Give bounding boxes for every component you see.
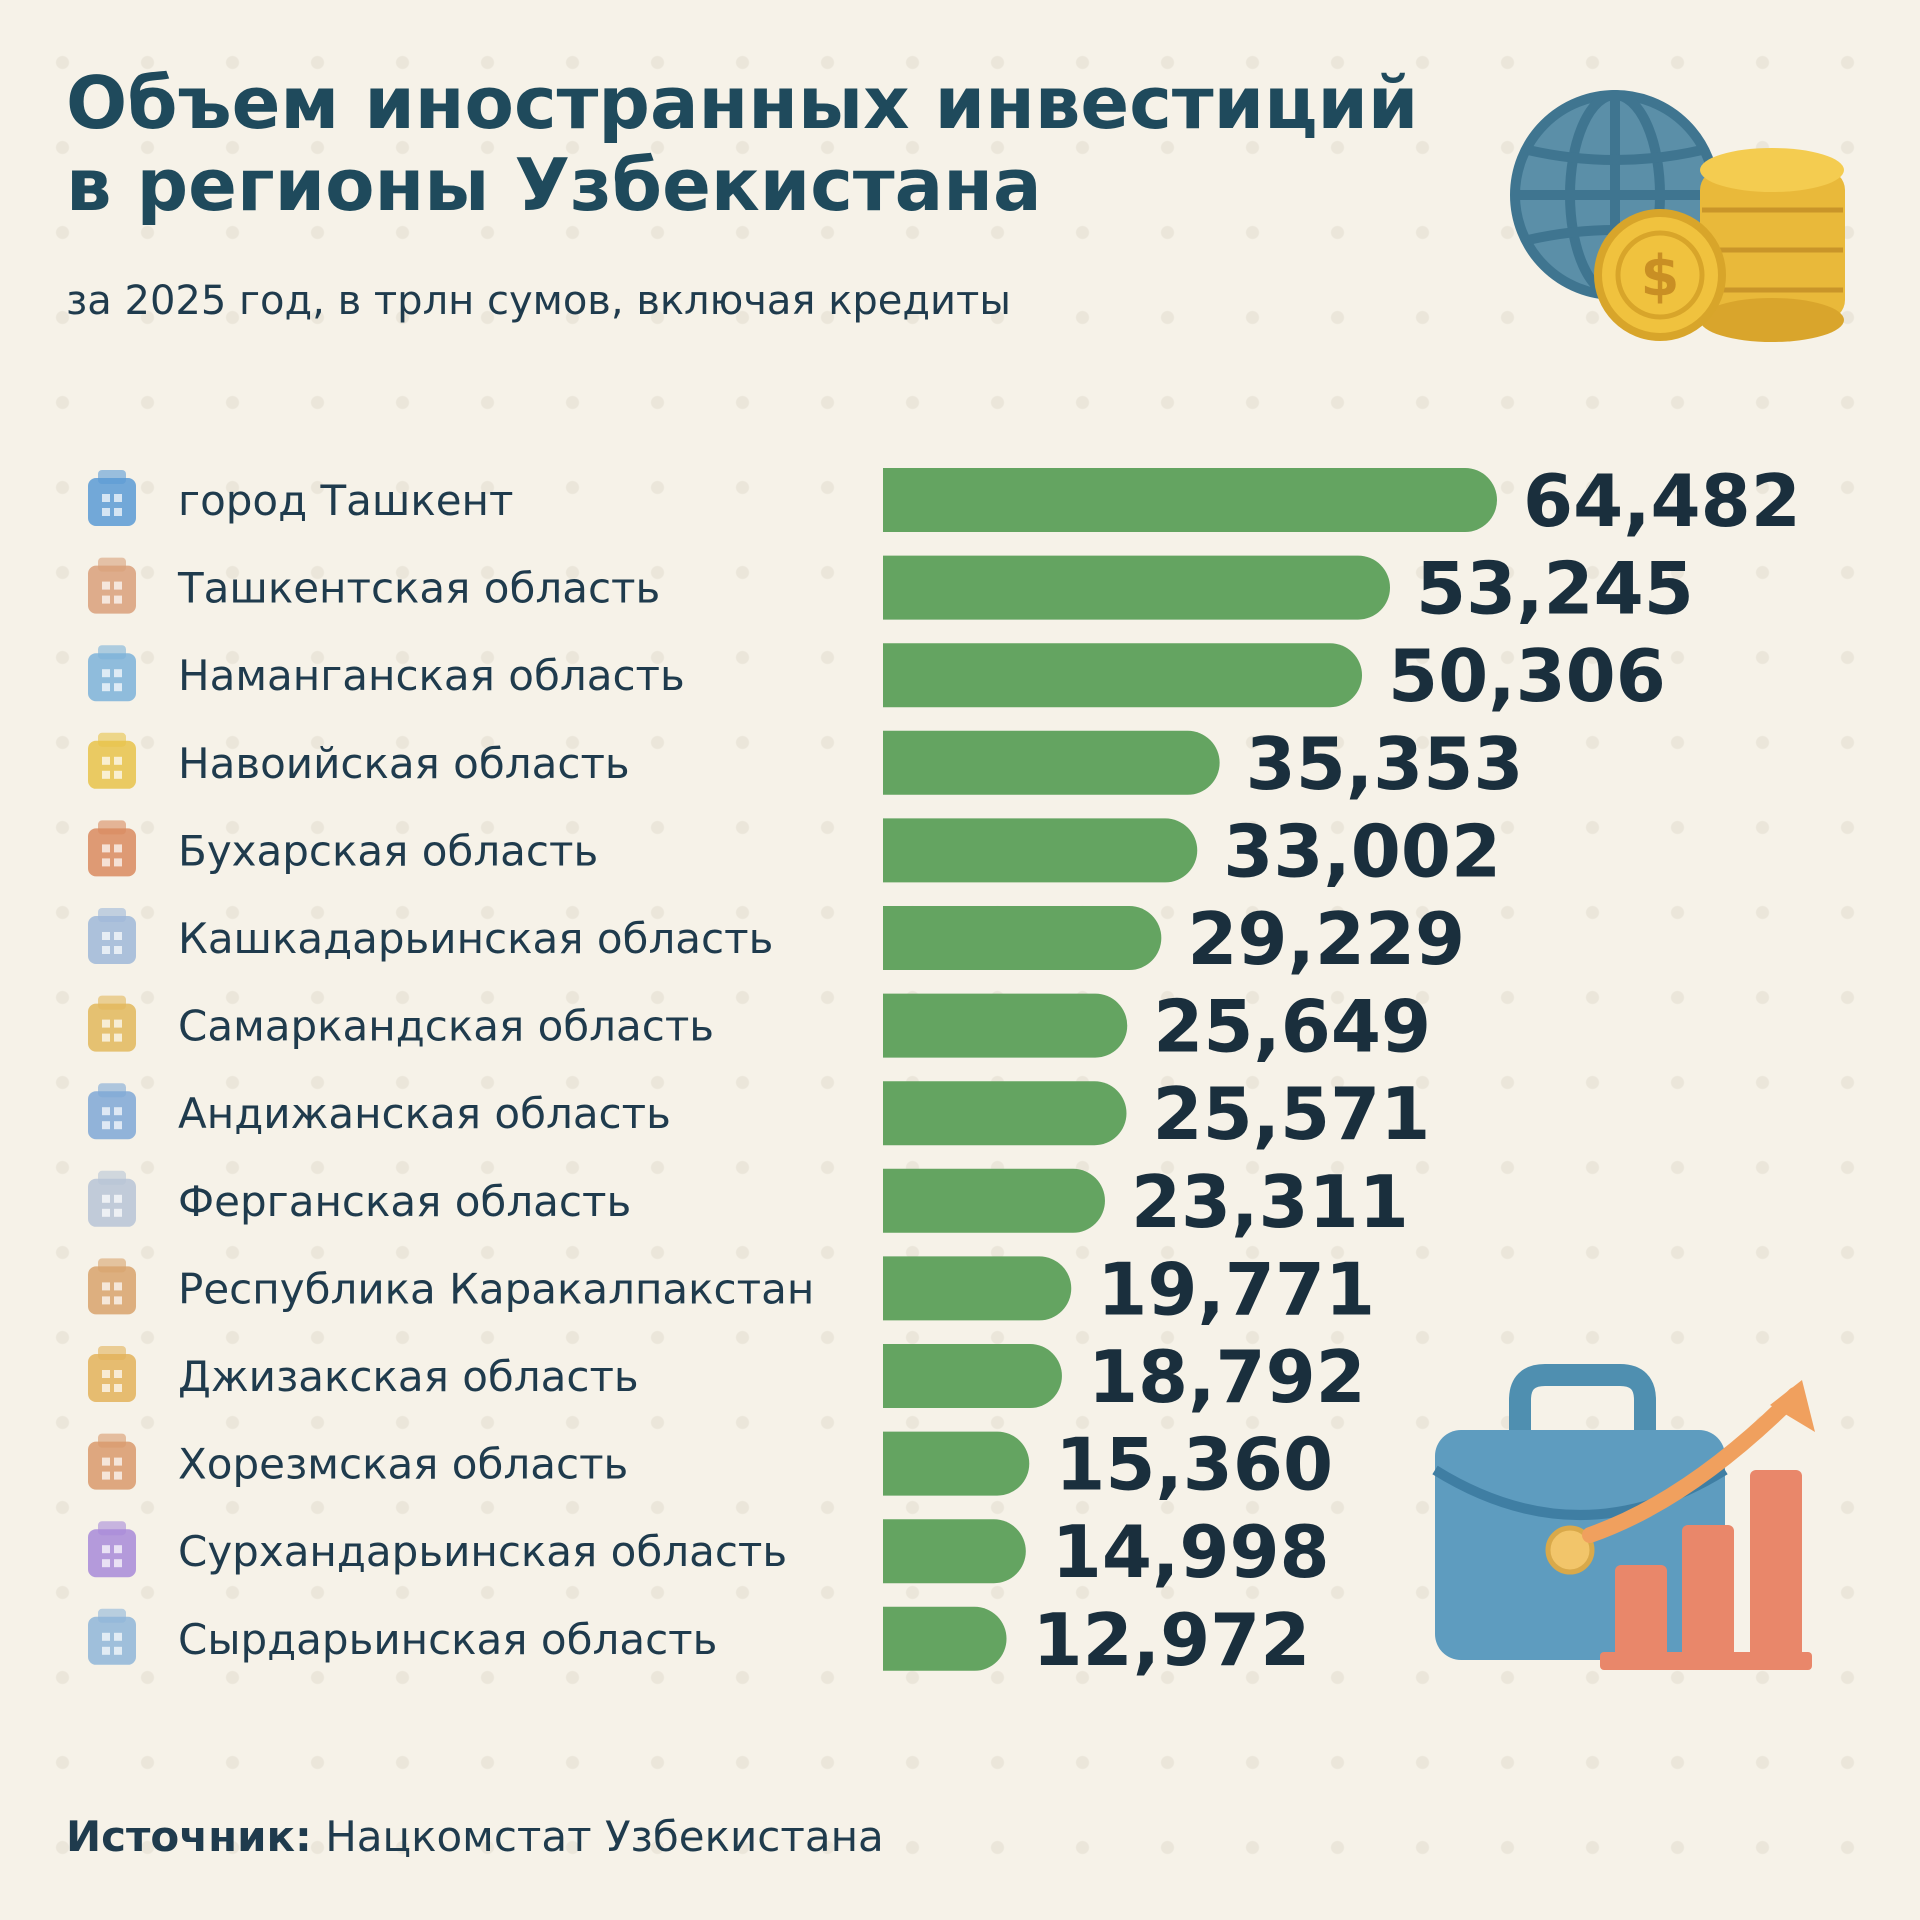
industrial-plant-icon xyxy=(88,1170,136,1227)
source-note: Источник: Нацкомстат Узбекистана xyxy=(66,1812,884,1861)
value-label: 18,792 xyxy=(1088,1335,1366,1419)
region-label: Наманганская область xyxy=(178,651,685,700)
bar xyxy=(883,643,1363,708)
page-subtitle: за 2025 год, в трлн сумов, включая креди… xyxy=(66,278,1011,324)
value-label: 25,649 xyxy=(1153,985,1431,1069)
bar xyxy=(883,555,1391,620)
value-label: 25,571 xyxy=(1152,1072,1430,1156)
region-label: Джизакская область xyxy=(178,1352,639,1401)
factory-icon xyxy=(88,557,136,614)
value-label: 53,245 xyxy=(1416,547,1694,631)
minaret-icon xyxy=(88,820,136,877)
source-value: Нацкомстат Узбекистана xyxy=(325,1812,884,1861)
region-label: Сурхандарьинская область xyxy=(178,1527,787,1576)
oil-derrick-icon xyxy=(88,908,136,964)
value-label: 33,002 xyxy=(1223,809,1501,893)
svg-text:$: $ xyxy=(1641,244,1680,309)
region-label: город Ташкент xyxy=(178,476,513,525)
value-label: 29,229 xyxy=(1187,897,1465,981)
globe-and-coins-icon: $ xyxy=(1510,90,1845,342)
skyscraper-icon xyxy=(88,470,136,526)
briefcase-growth-chart-icon xyxy=(1432,1364,1815,1670)
source-label: Источник: xyxy=(66,1812,312,1861)
region-label: Сырдарьинская область xyxy=(178,1615,717,1664)
bar xyxy=(883,1431,1030,1496)
bar xyxy=(883,818,1198,883)
bar xyxy=(883,1081,1127,1146)
fortress-icon xyxy=(88,1258,136,1315)
gold-bar-icon xyxy=(88,732,136,789)
bar xyxy=(883,468,1497,532)
region-label: Андижанская область xyxy=(178,1089,671,1138)
value-label: 15,360 xyxy=(1055,1423,1333,1507)
region-label: Республика Каракалпакстан xyxy=(178,1264,814,1313)
region-label: Бухарская область xyxy=(178,826,598,875)
registan-icon xyxy=(88,995,136,1052)
bar xyxy=(883,1344,1062,1408)
value-label: 64,482 xyxy=(1523,459,1801,543)
bar xyxy=(883,1256,1072,1321)
bar xyxy=(883,906,1162,970)
value-label: 50,306 xyxy=(1388,634,1666,718)
region-label: Ташкентская область xyxy=(177,564,660,613)
bar xyxy=(883,993,1128,1058)
region-label: Ферганская область xyxy=(178,1177,631,1226)
bar xyxy=(883,1606,1007,1671)
value-label: 14,998 xyxy=(1052,1510,1330,1594)
thread-spool-icon xyxy=(88,645,136,702)
value-label: 12,972 xyxy=(1033,1598,1311,1682)
grapes-icon xyxy=(88,1521,136,1578)
city-wall-icon xyxy=(88,1433,136,1490)
car-factory-icon xyxy=(88,1083,136,1140)
value-label: 23,311 xyxy=(1131,1160,1409,1244)
bar xyxy=(883,1519,1026,1584)
page-title: Объем иностранных инвестиций в регионы У… xyxy=(66,61,1419,227)
cotton-building-icon xyxy=(88,1608,136,1665)
value-label: 19,771 xyxy=(1097,1247,1375,1331)
value-label: 35,353 xyxy=(1246,722,1524,806)
region-label: Кашкадарьинская область xyxy=(178,914,773,963)
bar xyxy=(883,730,1220,795)
wheat-factory-icon xyxy=(88,1346,136,1402)
region-label: Самаркандская область xyxy=(178,1002,714,1051)
region-label: Навоийская область xyxy=(178,739,630,788)
region-label: Хорезмская область xyxy=(178,1440,628,1489)
bar xyxy=(883,1168,1105,1233)
